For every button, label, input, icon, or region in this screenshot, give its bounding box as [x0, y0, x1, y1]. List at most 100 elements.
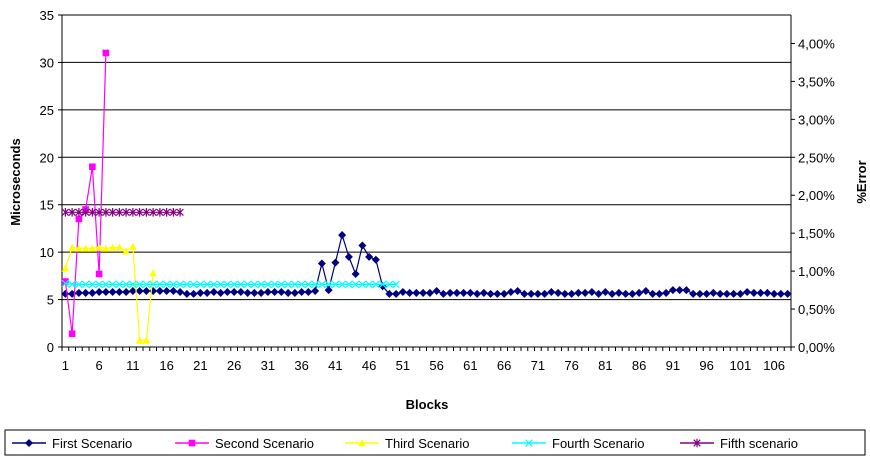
- data-point: [203, 288, 212, 297]
- series-3: [61, 242, 157, 344]
- data-point: [412, 288, 421, 297]
- data-point: [142, 287, 151, 296]
- y2-tick-label: 0,50%: [798, 302, 835, 317]
- data-point: [176, 208, 184, 217]
- data-point: [338, 231, 347, 240]
- data-point: [61, 264, 70, 272]
- data-point: [608, 289, 617, 298]
- data-point: [554, 288, 563, 297]
- data-point: [311, 287, 320, 296]
- data-point: [743, 287, 752, 296]
- x-tick-label: 91: [666, 358, 680, 373]
- data-point: [270, 280, 279, 289]
- data-point: [776, 289, 785, 298]
- data-point: [540, 289, 549, 298]
- data-point: [439, 289, 448, 298]
- x-tick-label: 11: [126, 358, 140, 373]
- data-point: [142, 208, 151, 217]
- y2-axis-title: %Error: [854, 160, 869, 203]
- data-point: [68, 243, 76, 251]
- data-point: [122, 287, 131, 296]
- data-point: [75, 208, 83, 217]
- x-tick-label: 81: [598, 358, 612, 373]
- data-point: [628, 289, 637, 298]
- x-tick-label: 86: [632, 358, 646, 373]
- data-point: [736, 289, 745, 298]
- data-point: [62, 278, 69, 285]
- data-point: [277, 280, 286, 289]
- data-point: [722, 289, 731, 298]
- data-point: [682, 286, 691, 295]
- data-point: [68, 280, 76, 289]
- data-point: [75, 280, 83, 289]
- data-point: [102, 244, 110, 252]
- data-point: [729, 289, 738, 298]
- data-point: [378, 280, 387, 289]
- data-point: [372, 280, 380, 289]
- data-point: [668, 286, 677, 295]
- data-point: [135, 287, 144, 296]
- data-point: [68, 330, 76, 338]
- y-tick-label: 20: [40, 150, 54, 165]
- data-point: [331, 258, 340, 267]
- data-point: [641, 287, 650, 296]
- data-point: [142, 280, 151, 289]
- data-point: [601, 287, 610, 296]
- data-point: [149, 208, 157, 217]
- y2-tick-label: 1,50%: [798, 226, 835, 241]
- data-point: [304, 280, 313, 289]
- legend-item: Second Scenario: [175, 436, 314, 451]
- data-point: [156, 208, 164, 217]
- data-point: [115, 208, 124, 217]
- data-point: [243, 288, 252, 297]
- data-point: [385, 280, 394, 289]
- legend: First Scenario Second Scenario Third Scena…: [4, 429, 866, 456]
- data-point: [506, 287, 515, 296]
- data-point: [95, 270, 103, 278]
- y-tick-label: 10: [40, 245, 54, 260]
- data-point: [135, 280, 144, 289]
- y-axis-ticks: 0 5 10 15 20 25 30 35: [40, 8, 62, 355]
- data-point: [473, 289, 482, 298]
- data-point: [264, 280, 272, 289]
- data-point: [108, 287, 117, 296]
- data-point: [371, 255, 380, 264]
- x-tick-label: 76: [564, 358, 578, 373]
- data-point: [115, 287, 124, 296]
- data-point: [162, 208, 171, 217]
- data-point: [75, 215, 83, 223]
- data-point: [520, 289, 529, 298]
- data-point: [500, 289, 509, 298]
- data-point: [196, 288, 205, 297]
- data-point: [81, 208, 90, 217]
- legend-label: Fourth Scenario: [552, 436, 645, 451]
- data-point: [581, 288, 590, 297]
- data-point: [128, 287, 137, 296]
- data-point: [95, 243, 103, 251]
- data-point: [257, 280, 265, 289]
- data-point: [290, 288, 299, 297]
- data-point: [257, 288, 266, 297]
- x-tick-label: 56: [429, 358, 443, 373]
- data-point: [277, 287, 286, 296]
- data-point: [75, 244, 83, 252]
- data-point: [560, 289, 569, 298]
- data-point: [68, 208, 76, 217]
- data-point: [587, 287, 596, 296]
- data-point: [122, 208, 130, 217]
- data-point: [210, 280, 218, 289]
- data-point: [317, 259, 326, 268]
- x-tick-label: 36: [294, 358, 308, 373]
- data-point: [318, 280, 326, 289]
- data-point: [74, 288, 83, 297]
- data-point: [716, 289, 725, 298]
- y2-tick-label: 4,00%: [798, 36, 835, 51]
- data-point: [81, 280, 90, 289]
- legend-label: Second Scenario: [215, 436, 314, 451]
- data-point: [452, 288, 461, 297]
- data-point: [88, 244, 97, 252]
- series-5: [61, 208, 184, 217]
- data-point: [102, 49, 110, 57]
- data-point: [338, 280, 346, 289]
- data-point: [236, 287, 245, 296]
